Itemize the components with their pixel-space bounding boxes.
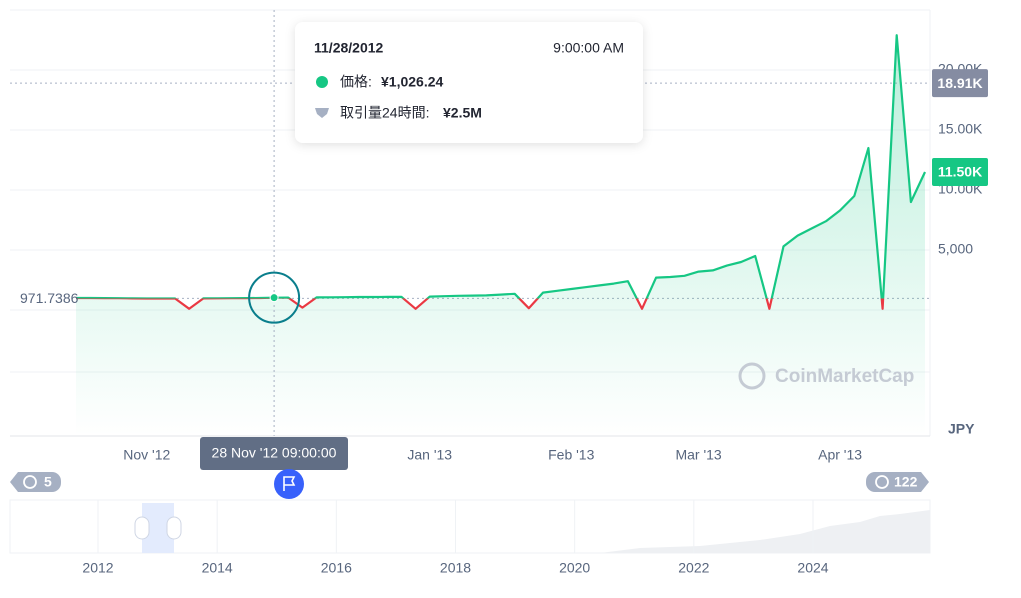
hover-dot: [269, 293, 279, 303]
right-button[interactable]: [866, 472, 929, 492]
y-tick-label: 15.00K: [938, 121, 983, 137]
tooltip-dot: [316, 76, 328, 88]
currency: JPY: [948, 421, 975, 437]
x-tick-label: Mar '13: [675, 447, 721, 463]
navigator-year: 2020: [559, 560, 590, 576]
watermark-logo: [738, 362, 766, 390]
x-tick-label: Jan '13: [407, 447, 452, 463]
tooltip-price: ¥1,026.24: [381, 74, 443, 90]
tooltip-date: 11/28/2012: [314, 40, 384, 56]
area: [76, 35, 925, 436]
right-button-count: 122: [894, 474, 918, 490]
crosshair-label-box: [200, 437, 348, 470]
y-tick-label: 5,000: [938, 241, 973, 257]
navigator-year: 2022: [678, 560, 709, 576]
history-icon: [23, 475, 37, 489]
watermark: CoinMarketCap: [775, 366, 914, 387]
navigator-area: [10, 510, 930, 553]
baseline-label: 971.7386: [20, 290, 79, 306]
last-label-box: [932, 158, 988, 186]
navigator-handle[interactable]: [134, 516, 150, 540]
left-button-count: 5: [44, 474, 52, 490]
crosshair-label: 28 Nov '12 09:00:00: [212, 445, 337, 461]
flag-button[interactable]: [274, 469, 304, 499]
navigator-year: 2024: [797, 560, 828, 576]
navigator-year: 2016: [321, 560, 352, 576]
tooltip-price-label: 価格:: [340, 74, 372, 90]
navigator-year: 2014: [202, 560, 233, 576]
x-tick-label: Apr '13: [818, 447, 862, 463]
tooltip-volume: ¥2.5M: [443, 105, 482, 121]
tooltip-time: 9:00:00 AM: [553, 40, 624, 56]
navigator-year: 2018: [440, 560, 471, 576]
navigator-axis: 2012 2014 2016 2018 2020 2022 2024: [82, 500, 829, 576]
flag-icon: [283, 476, 296, 491]
x-tick-label: Nov '12: [123, 447, 170, 463]
price-line: [76, 34, 926, 310]
tooltip: [295, 22, 643, 143]
navigator-handle[interactable]: [166, 516, 182, 540]
x-tick-label: Feb '13: [548, 447, 594, 463]
hover-ring: [248, 271, 301, 324]
tooltip-volume-label: 取引量24時間:: [340, 105, 429, 121]
tooltip-volume-icon: [315, 108, 329, 118]
clock-icon: [875, 475, 889, 489]
last-label: 11.50K: [938, 164, 982, 180]
high-label-box: [932, 69, 988, 98]
high-label: 18.91K: [937, 75, 982, 91]
navigator-year: 2012: [82, 560, 113, 576]
